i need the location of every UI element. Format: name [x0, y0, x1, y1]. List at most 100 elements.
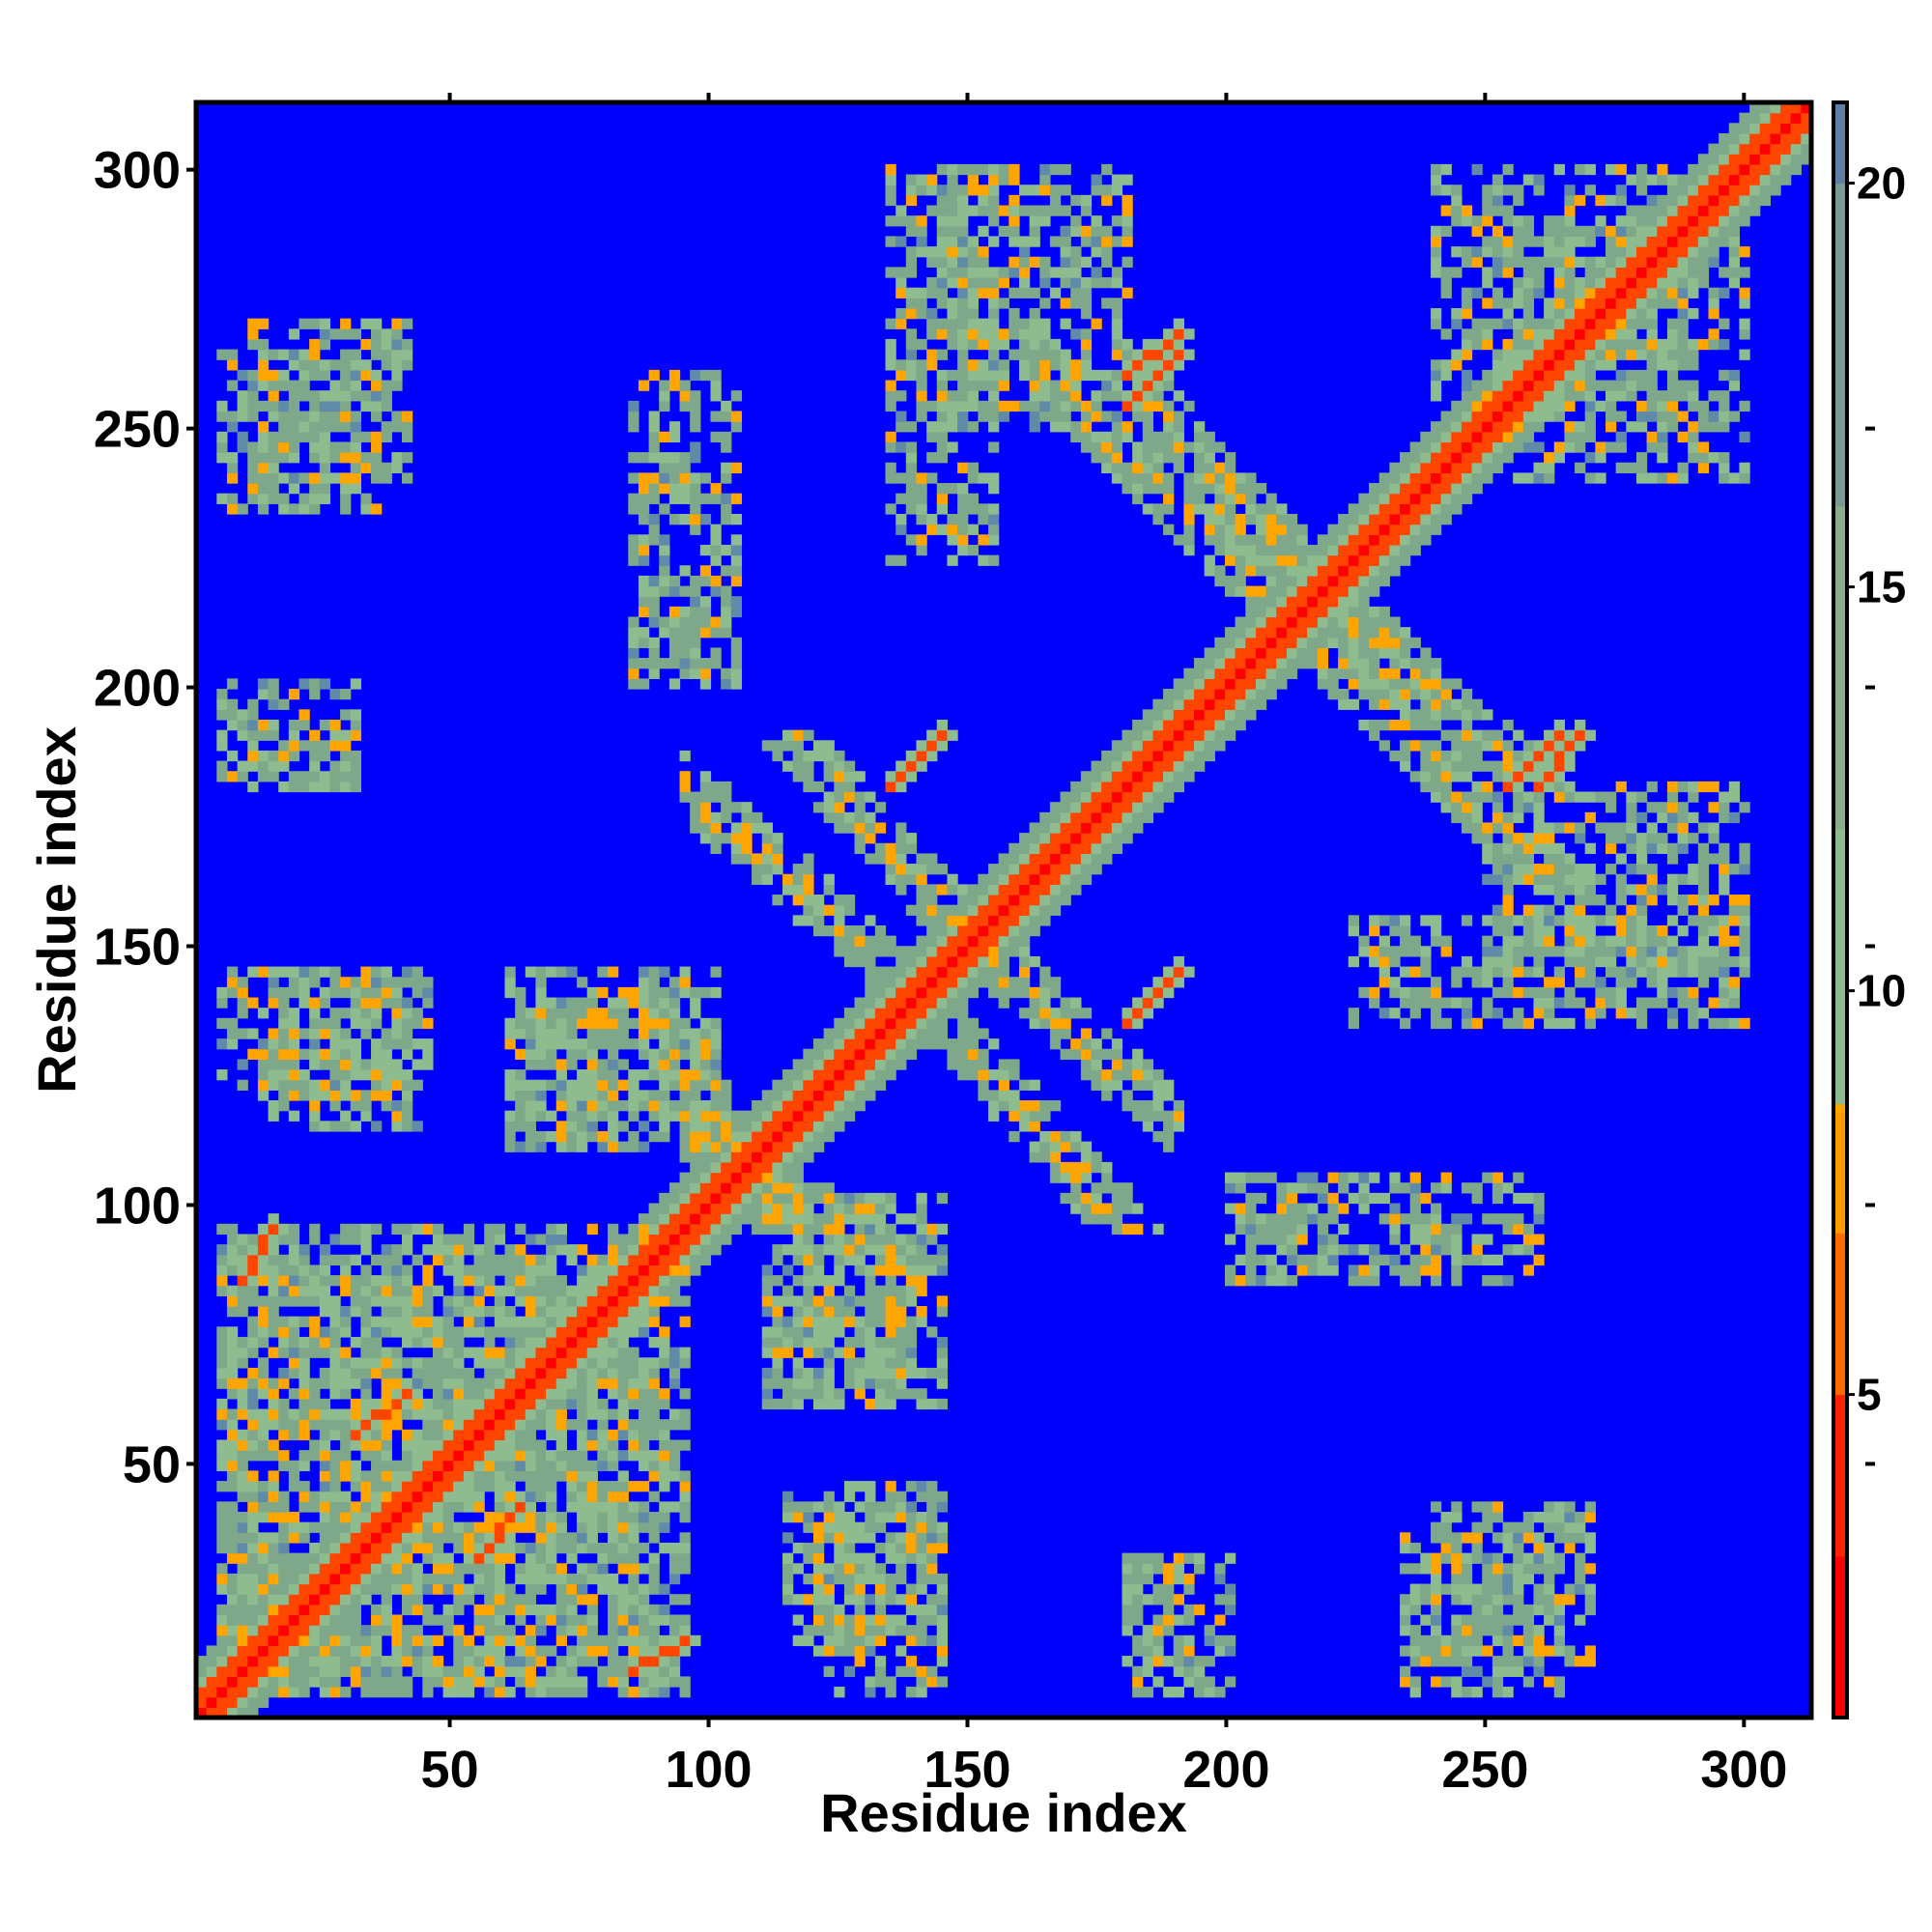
heatmap-cell — [1070, 842, 1082, 855]
heatmap-cell — [978, 904, 989, 916]
heatmap-cell — [515, 1141, 526, 1152]
heatmap-cell — [360, 1378, 372, 1389]
heatmap-cell — [947, 205, 958, 216]
heatmap-cell — [237, 1357, 248, 1369]
heatmap-cell — [823, 1634, 835, 1647]
heatmap-cell — [247, 1707, 259, 1719]
heatmap-cell — [566, 1336, 578, 1349]
heatmap-cell — [638, 513, 650, 526]
heatmap-cell — [659, 1583, 670, 1595]
heatmap-cell — [237, 390, 248, 402]
heatmap-cell — [772, 833, 783, 844]
heatmap-cell — [854, 1645, 866, 1657]
heatmap-cell — [1183, 678, 1195, 690]
heatmap-cell — [268, 986, 279, 999]
heatmap-cell — [668, 1419, 681, 1431]
heatmap-cell — [926, 1264, 938, 1276]
heatmap-cell — [340, 1275, 352, 1287]
heatmap-cell — [988, 411, 1000, 422]
heatmap-cell — [1029, 185, 1040, 196]
heatmap-cell — [350, 441, 361, 453]
heatmap-cell — [535, 1604, 547, 1616]
heatmap-cell — [412, 1121, 423, 1132]
heatmap-cell — [721, 1223, 732, 1236]
heatmap-cell — [463, 1542, 475, 1554]
heatmap-cell — [1101, 1182, 1113, 1194]
heatmap-cell — [638, 1481, 650, 1492]
heatmap-cell — [473, 1295, 485, 1307]
heatmap-cell — [453, 1306, 465, 1318]
heatmap-cell — [812, 1090, 825, 1101]
heatmap-cell — [1049, 338, 1062, 351]
heatmap-cell — [659, 1059, 670, 1070]
heatmap-cell — [628, 1079, 639, 1091]
heatmap-cell — [319, 328, 331, 340]
heatmap-cell — [1173, 1110, 1184, 1122]
heatmap-cell — [823, 1213, 835, 1225]
heatmap-cell — [597, 1367, 609, 1379]
heatmap-cell — [648, 1583, 660, 1595]
heatmap-cell — [782, 1336, 794, 1349]
heatmap-cell — [690, 1069, 701, 1081]
heatmap-cell — [668, 1542, 681, 1554]
heatmap-cell — [1080, 1038, 1093, 1050]
heatmap-cell — [607, 1367, 619, 1379]
heatmap-cell — [288, 719, 300, 731]
heatmap-cell — [1173, 729, 1184, 741]
heatmap-cell — [895, 411, 907, 422]
heatmap-cell — [247, 1676, 259, 1688]
heatmap-cell — [350, 1614, 361, 1626]
heatmap-cell — [638, 1542, 650, 1554]
heatmap-cell — [936, 441, 949, 453]
heatmap-cell — [1122, 771, 1133, 782]
heatmap-cell — [577, 1378, 588, 1389]
heatmap-cell — [1039, 895, 1051, 906]
heatmap-cell — [586, 1439, 598, 1451]
heatmap-cell — [268, 1614, 279, 1626]
heatmap-cell — [874, 1069, 887, 1081]
heatmap-cell — [1142, 1121, 1154, 1132]
heatmap-cell — [699, 472, 712, 484]
heatmap-cell — [874, 1378, 887, 1389]
heatmap-cell — [628, 472, 639, 484]
heatmap-cell — [638, 534, 650, 546]
heatmap-cell — [926, 740, 938, 752]
heatmap-cell — [371, 411, 383, 422]
heatmap-cell — [1152, 1069, 1164, 1081]
heatmap-cell — [319, 1429, 331, 1441]
heatmap-cell — [494, 1501, 506, 1513]
heatmap-cell — [371, 1470, 383, 1482]
heatmap-cell — [679, 791, 691, 803]
heatmap-cell — [772, 1254, 783, 1266]
heatmap-cell — [1173, 709, 1184, 721]
heatmap-cell — [360, 1069, 372, 1081]
heatmap-cell — [566, 1388, 578, 1400]
heatmap-cell — [401, 1501, 413, 1513]
heatmap-cell — [638, 1429, 650, 1441]
heatmap-cell — [638, 966, 650, 978]
heatmap-cell — [371, 503, 383, 515]
heatmap-cell — [721, 411, 732, 422]
heatmap-cell — [628, 647, 639, 659]
heatmap-cell — [350, 1419, 361, 1431]
heatmap-cell — [1152, 709, 1164, 721]
heatmap-cell — [257, 359, 270, 371]
heatmap-cell — [721, 1100, 732, 1112]
heatmap-cell — [926, 750, 938, 762]
heatmap-cell — [659, 1687, 670, 1698]
heatmap-cell — [895, 1295, 907, 1307]
heatmap-cell — [772, 1223, 783, 1236]
heatmap-cell — [854, 1625, 866, 1636]
heatmap-cell — [926, 1223, 938, 1236]
heatmap-cell — [699, 1059, 712, 1070]
heatmap-cell — [1132, 1563, 1144, 1575]
heatmap-cell — [885, 1594, 896, 1605]
heatmap-cell — [216, 1408, 228, 1420]
heatmap-cell — [628, 400, 639, 412]
heatmap-cell — [690, 1121, 701, 1132]
heatmap-cell — [278, 1450, 290, 1462]
heatmap-cell — [546, 1573, 557, 1585]
heatmap-cell — [617, 1275, 629, 1287]
heatmap-cell — [772, 1398, 783, 1410]
heatmap-cell — [957, 349, 969, 360]
